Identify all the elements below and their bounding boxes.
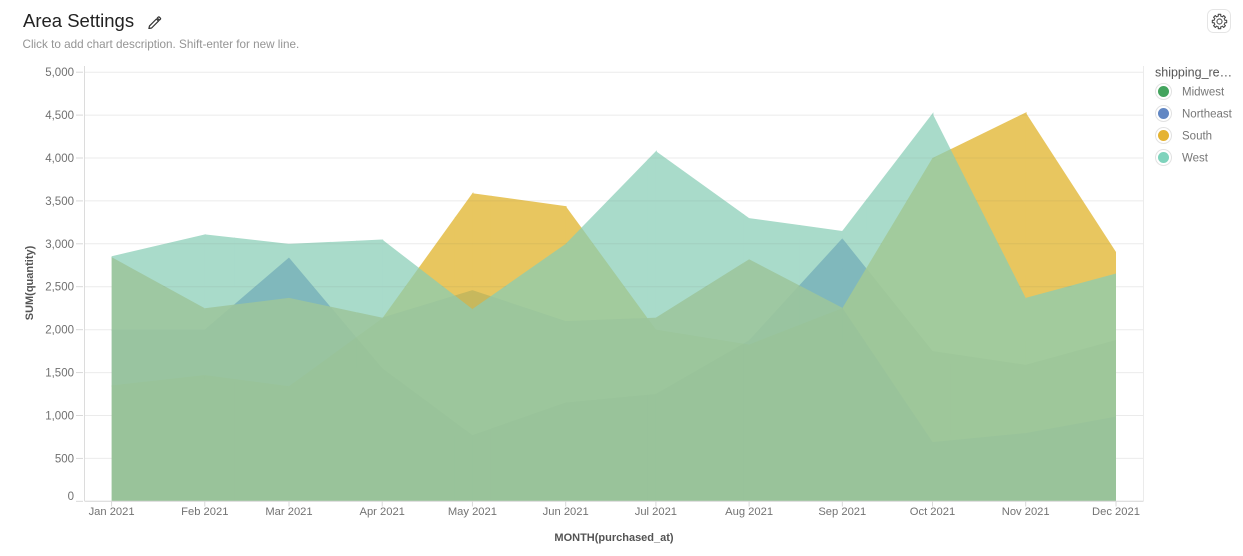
svg-text:2,500: 2,500	[45, 282, 74, 294]
svg-text:Sep 2021: Sep 2021	[818, 506, 866, 518]
svg-text:Apr 2021: Apr 2021	[359, 506, 404, 518]
svg-text:Dec 2021: Dec 2021	[1092, 506, 1140, 518]
svg-text:Aug 2021: Aug 2021	[725, 506, 773, 518]
svg-text:4,500: 4,500	[45, 110, 74, 122]
svg-text:500: 500	[55, 453, 74, 465]
svg-text:shipping_re…: shipping_re…	[1155, 66, 1232, 80]
svg-text:Jan 2021: Jan 2021	[89, 506, 135, 518]
svg-text:Oct 2021: Oct 2021	[910, 506, 955, 518]
svg-text:4,000: 4,000	[45, 153, 74, 165]
svg-text:MONTH(purchased_at): MONTH(purchased_at)	[554, 532, 674, 544]
svg-text:Jul 2021: Jul 2021	[635, 506, 677, 518]
svg-text:1,500: 1,500	[45, 368, 74, 380]
svg-text:Feb 2021: Feb 2021	[181, 506, 228, 518]
svg-text:1,000: 1,000	[45, 411, 74, 423]
svg-text:0: 0	[68, 491, 74, 503]
svg-text:3,000: 3,000	[45, 239, 74, 251]
svg-text:5,000: 5,000	[45, 67, 74, 79]
svg-text:South: South	[1182, 131, 1212, 143]
svg-text:Nov 2021: Nov 2021	[1002, 506, 1050, 518]
svg-text:West: West	[1182, 153, 1209, 165]
svg-text:Jun 2021: Jun 2021	[543, 506, 589, 518]
svg-text:2,000: 2,000	[45, 325, 74, 337]
svg-text:Mar 2021: Mar 2021	[265, 506, 312, 518]
svg-text:Northeast: Northeast	[1182, 109, 1233, 121]
svg-text:May 2021: May 2021	[448, 506, 497, 518]
svg-text:3,500: 3,500	[45, 196, 74, 208]
svg-text:SUM(quantity): SUM(quantity)	[24, 245, 36, 320]
svg-text:Midwest: Midwest	[1182, 87, 1225, 99]
